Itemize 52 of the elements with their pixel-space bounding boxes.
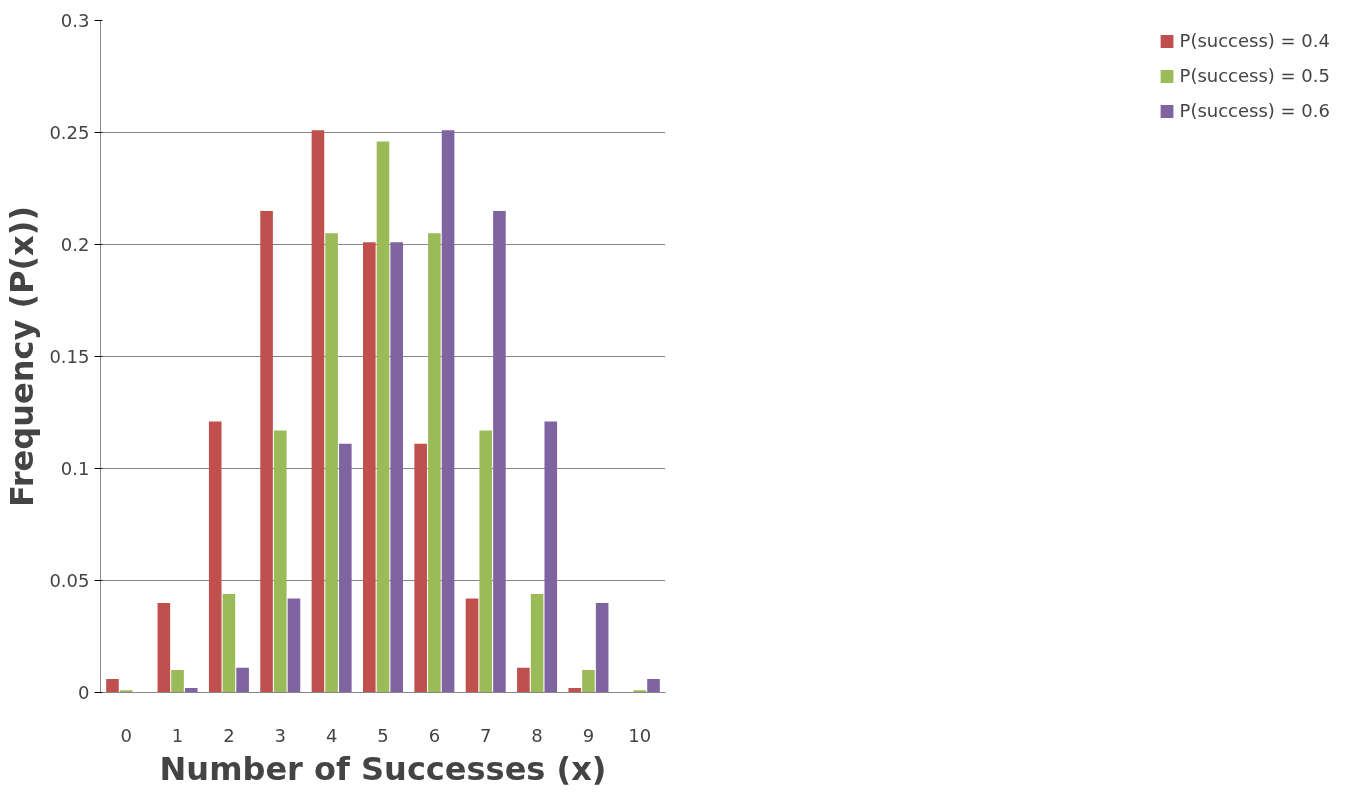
bar <box>493 210 506 693</box>
x-tick-label: 10 <box>628 724 652 746</box>
bar <box>287 598 301 693</box>
x-tick-label: 2 <box>223 724 235 746</box>
bar <box>260 210 273 693</box>
bar <box>595 602 609 693</box>
bar <box>339 443 352 693</box>
x-tick-label: 8 <box>531 724 543 746</box>
y-tick-label: 0.1 <box>60 458 90 479</box>
bar <box>582 670 595 693</box>
bar <box>530 593 544 693</box>
bar <box>363 242 376 693</box>
x-tick-label: 5 <box>377 724 389 746</box>
bar <box>428 233 441 693</box>
x-tick-label: 0 <box>120 724 132 746</box>
bar <box>325 233 338 693</box>
x-tick-label: 1 <box>171 724 184 746</box>
bar <box>414 443 427 693</box>
x-tick-label: 7 <box>480 724 492 746</box>
bar <box>184 688 198 693</box>
y-tick-label: 0.25 <box>49 122 90 143</box>
bar <box>222 593 236 693</box>
bar <box>465 598 479 693</box>
legend-label: P(success) = 0.4 <box>1179 30 1330 51</box>
bar <box>647 679 660 693</box>
bar <box>208 421 222 693</box>
bar <box>390 242 403 693</box>
legend-label: P(success) = 0.6 <box>1179 100 1330 121</box>
y-tick-label: 0.2 <box>60 234 90 255</box>
bar <box>568 688 582 693</box>
bar <box>311 130 325 693</box>
bar <box>273 430 287 693</box>
y-axis-title: Frequency (P(x)) <box>3 205 42 508</box>
x-tick-label: 9 <box>582 724 595 746</box>
y-tick-label: 0.15 <box>49 346 90 367</box>
bar <box>157 602 171 693</box>
x-tick-label: 3 <box>274 724 286 746</box>
x-tick-label: 4 <box>325 724 338 746</box>
y-tick-label: 0 <box>78 682 90 703</box>
bar <box>441 130 455 693</box>
x-axis-title: Number of Successes (x) <box>159 749 607 788</box>
bar <box>376 141 390 693</box>
bar <box>236 667 249 693</box>
x-tick-label: 6 <box>428 724 441 746</box>
y-tick-label: 0.3 <box>60 10 90 31</box>
bar <box>479 430 493 693</box>
bar <box>171 670 184 693</box>
legend-label: P(success) = 0.5 <box>1179 65 1330 86</box>
bar <box>544 421 558 693</box>
bar <box>106 679 119 693</box>
y-tick-label: 0.05 <box>49 570 90 591</box>
bar <box>517 667 530 693</box>
